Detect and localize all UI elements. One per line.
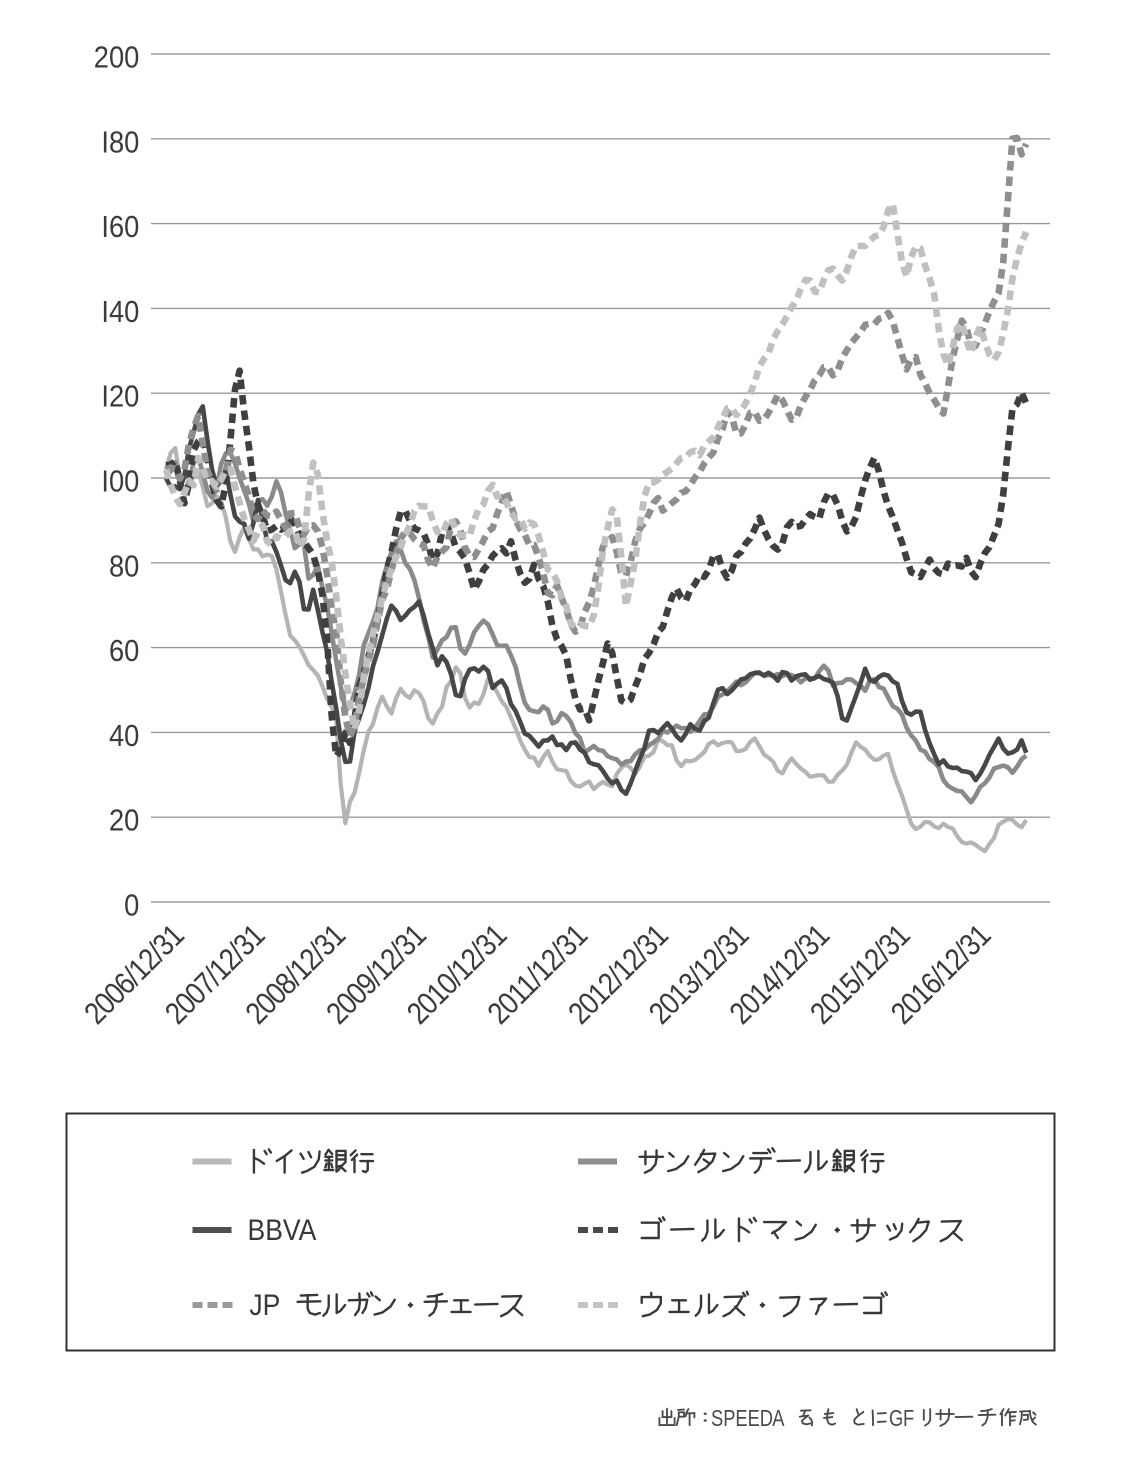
svg-text:I60: I60 <box>101 211 139 245</box>
svg-text:60: 60 <box>109 635 139 669</box>
svg-text:A: A <box>772 1406 784 1432</box>
svg-text:I20: I20 <box>101 380 139 414</box>
svg-text:S: S <box>711 1406 723 1432</box>
svg-text:E: E <box>748 1406 760 1432</box>
svg-text:0: 0 <box>124 889 139 923</box>
svg-text:20: 20 <box>109 804 139 838</box>
svg-text:JP: JP <box>249 1289 280 1322</box>
svg-text:I80: I80 <box>101 126 139 160</box>
svg-text:40: 40 <box>109 719 139 753</box>
svg-text:I00: I00 <box>101 465 139 499</box>
svg-text:BBVA: BBVA <box>248 1214 317 1247</box>
svg-text:P: P <box>723 1406 735 1432</box>
svg-text:80: 80 <box>109 550 139 584</box>
svg-text:F: F <box>903 1406 914 1432</box>
svg-text:E: E <box>735 1406 747 1432</box>
svg-text:D: D <box>760 1406 773 1432</box>
svg-text:G: G <box>889 1406 903 1432</box>
svg-text:I40: I40 <box>101 295 139 329</box>
svg-text:200: 200 <box>94 41 140 75</box>
